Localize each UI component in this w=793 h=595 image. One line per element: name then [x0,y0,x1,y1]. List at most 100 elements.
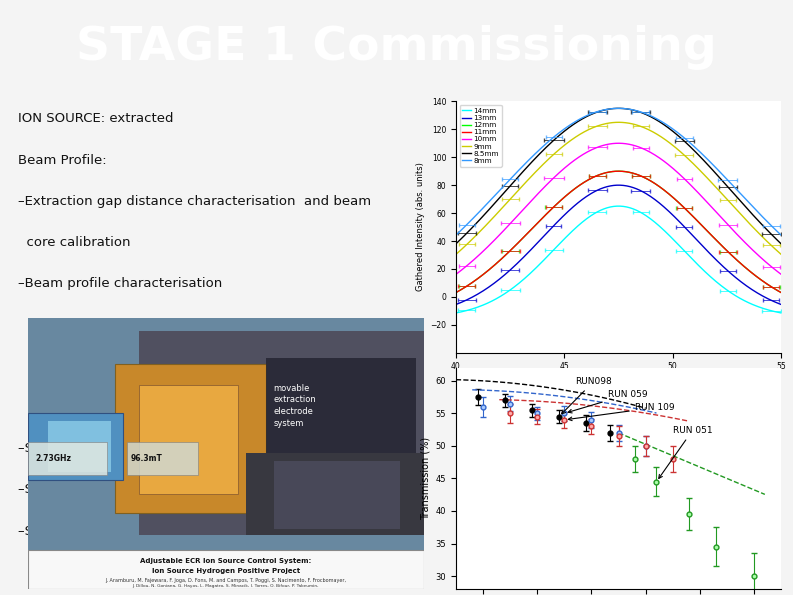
Text: RUN 051: RUN 051 [659,426,712,478]
9mm [651,130,661,137]
12mm [646,177,655,184]
9mm [646,127,655,134]
9mm [726,201,736,208]
14mm [613,202,623,209]
11mm [646,177,655,184]
8mm [452,230,462,237]
8mm [747,202,757,209]
10mm [726,224,736,231]
Text: RUN098: RUN098 [561,377,612,414]
Text: –Extraction gap distance characterisation  and beam: –Extraction gap distance characterisatio… [17,195,371,208]
8.5mm [451,240,461,248]
14mm [651,220,661,227]
10mm [646,149,655,156]
8.5mm [613,105,623,112]
8.5mm [651,116,661,123]
Text: RUN 059: RUN 059 [569,390,647,413]
Text: Beam Profile:: Beam Profile: [17,154,106,167]
13mm [776,301,786,308]
Bar [28,412,123,480]
10mm [451,271,461,278]
Y-axis label: Gathered Intensity (abs. units): Gathered Intensity (abs. units) [416,162,425,292]
8.5mm [747,210,757,217]
10mm [651,152,661,159]
Text: J. Dillou, N. Goniana, G. Hayos, L. Magatro, S. Minacik, I. Torres, O. Bifour, P: J. Dillou, N. Goniana, G. Hayos, L. Maga… [132,584,320,588]
14mm [776,309,786,317]
Text: –Scintillator screen: –Scintillator screen [17,360,162,372]
8.5mm [726,187,736,194]
13mm [452,300,462,308]
Line: 8mm: 8mm [456,108,781,235]
Line: 14mm: 14mm [456,206,781,313]
8mm [613,105,623,112]
Text: STAGE 1 Commissioning: STAGE 1 Commissioning [76,26,717,70]
8mm [646,112,655,120]
8mm [726,180,736,187]
Text: –Specimen identification: –Specimen identification [17,442,182,455]
Text: ION SOURCE: extracted: ION SOURCE: extracted [17,112,173,126]
Text: movable
extraction
electrode
system: movable extraction electrode system [274,384,316,428]
13mm [451,301,461,308]
8mm [651,115,661,122]
12mm [613,168,623,175]
8mm [645,112,654,119]
14mm [452,309,462,317]
Bar [139,386,238,494]
8.5mm [452,239,462,246]
Text: J. Aramburu, M. Fajewara, F. Joga, D. Fons, M. and Campos, T. Poggi, S. Naciment: J. Aramburu, M. Fajewara, F. Joga, D. Fo… [105,578,347,584]
12mm [645,177,654,184]
9mm [645,127,654,134]
14mm [645,215,654,222]
13mm [747,286,757,293]
13mm [726,270,736,277]
9mm [451,250,461,258]
10mm [776,271,786,278]
14mm [747,300,757,308]
13mm [613,181,623,189]
12mm [452,289,462,296]
Bar [246,453,424,535]
14mm [451,309,461,317]
Text: Adjustable ECR Ion Source Control System:: Adjustable ECR Ion Source Control System… [140,558,312,563]
Line: 13mm: 13mm [456,185,781,305]
11mm [451,289,461,296]
Line: 11mm: 11mm [456,171,781,293]
12mm [651,181,661,188]
Bar [115,364,266,513]
13mm [645,192,654,199]
11mm [645,177,654,184]
Line: 10mm: 10mm [456,143,781,274]
Line: 12mm: 12mm [456,171,781,293]
X-axis label: WS steps (mm): WS steps (mm) [584,377,653,386]
Bar [28,443,107,475]
12mm [747,269,757,276]
8.5mm [776,240,786,248]
Line: 9mm: 9mm [456,123,781,254]
Text: –Studies of Fringe field effects: –Studies of Fringe field effects [17,483,219,496]
8mm [451,231,461,239]
11mm [613,168,623,175]
9mm [613,119,623,126]
Text: core calibration: core calibration [17,236,130,249]
10mm [645,148,654,155]
8.5mm [645,112,654,120]
Bar [266,358,416,453]
Text: –WS: –WS [17,318,63,331]
8.5mm [646,113,655,120]
Bar [127,443,198,475]
10mm [747,246,757,253]
Text: RUN 109: RUN 109 [569,403,674,421]
11mm [747,269,757,276]
10mm [613,140,623,147]
Bar [48,421,111,472]
9mm [452,250,462,257]
Bar [274,462,400,530]
11mm [776,289,786,296]
11mm [651,181,661,188]
Text: 96.3mT: 96.3mT [131,454,163,464]
11mm [452,289,462,296]
13mm [651,197,661,204]
10mm [452,270,462,277]
Line: 8.5mm: 8.5mm [456,108,781,244]
11mm [726,251,736,258]
